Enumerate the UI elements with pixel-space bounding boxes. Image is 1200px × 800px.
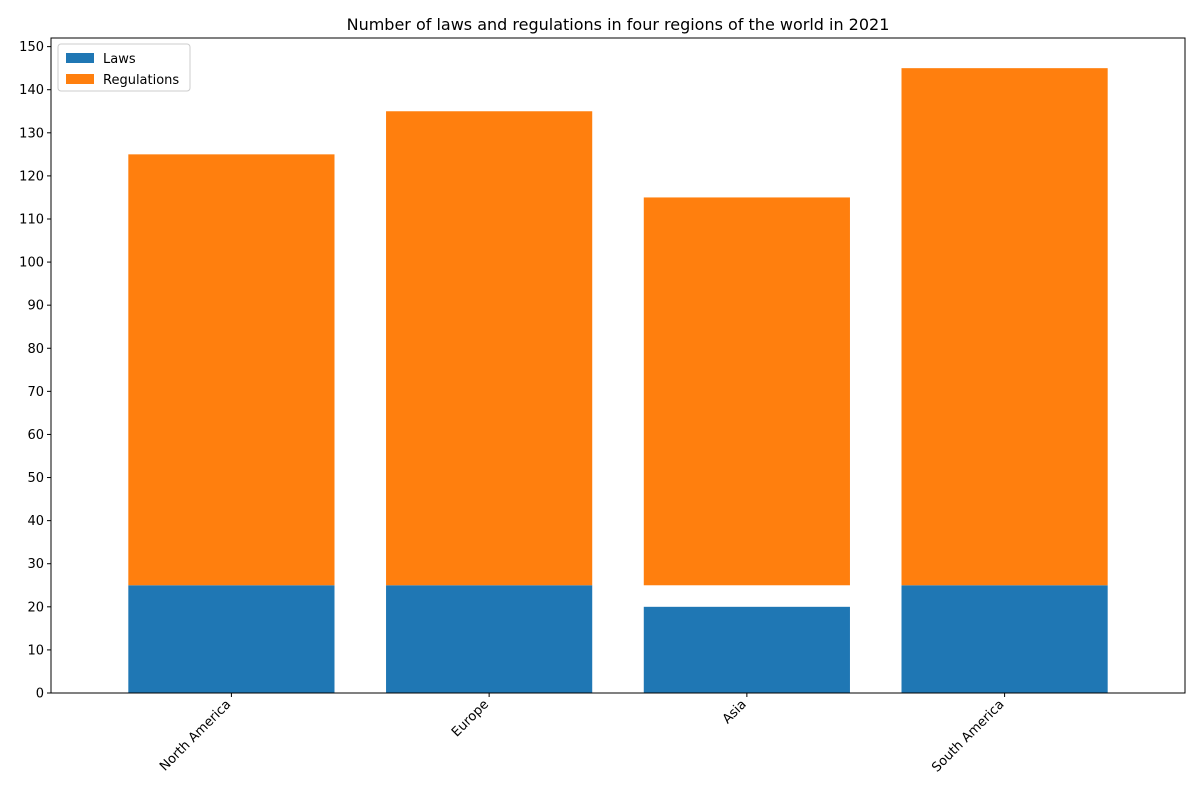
x-tick-label: Asia	[720, 697, 750, 727]
y-axis: 0 10 20 30 40 50 60 70 80 90 100 110 120 130 140 150	[19, 40, 51, 702]
y-tick-label: 30	[27, 557, 44, 572]
y-tick-label: 150	[19, 40, 44, 55]
legend-swatch-regulations	[66, 74, 94, 84]
y-tick-label: 130	[19, 126, 44, 141]
bar-regulations-asia	[643, 197, 850, 586]
y-tick-label: 90	[27, 299, 44, 314]
x-axis: North America Europe Asia South America	[157, 693, 1007, 775]
y-tick-label: 50	[27, 471, 44, 486]
chart-title: Number of laws and regulations in four r…	[347, 15, 890, 34]
y-tick-label: 60	[27, 428, 44, 443]
y-tick-label: 70	[27, 385, 44, 400]
legend: Laws Regulations	[57, 43, 191, 92]
y-tick-label: 20	[27, 600, 44, 615]
legend-label-laws: Laws	[103, 52, 136, 67]
plot-frame	[50, 37, 1186, 694]
y-tick-label: 10	[27, 643, 44, 658]
y-tick-label: 40	[27, 514, 44, 529]
y-tick-label: 120	[19, 169, 44, 184]
bar-regulations-south-america	[901, 68, 1108, 586]
bar-regulations-north-america	[128, 154, 335, 586]
bar-laws-north-america	[128, 585, 335, 693]
x-tick-label: South America	[929, 697, 1007, 775]
legend-swatch-laws	[66, 53, 94, 63]
y-tick-label: 100	[19, 256, 44, 271]
x-tick-label: North America	[157, 697, 234, 774]
y-tick-label: 0	[36, 687, 44, 702]
y-tick-label: 140	[19, 83, 44, 98]
x-tick-label: Europe	[449, 697, 492, 740]
bar-laws-asia	[643, 606, 850, 693]
legend-label-regulations: Regulations	[103, 73, 179, 88]
bar-regulations-europe	[386, 111, 593, 586]
bar-laws-europe	[386, 585, 593, 693]
y-tick-label: 110	[19, 212, 44, 227]
y-tick-label: 80	[27, 342, 44, 357]
bars-group	[128, 68, 1108, 693]
bar-laws-south-america	[901, 585, 1108, 693]
